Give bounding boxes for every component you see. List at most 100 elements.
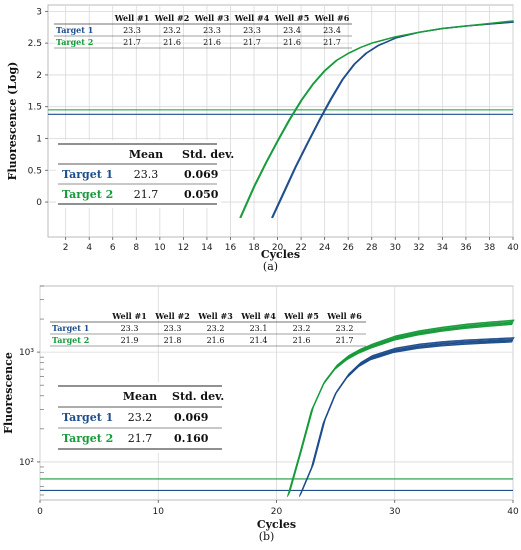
series-line-target-2 [289,319,515,493]
x-tick-label: 30 [389,507,401,517]
wells-cell: 21.8 [164,336,182,345]
wells-cell: 21.7 [123,38,141,47]
wells-cell: 23.4 [283,26,301,35]
x-tick-label: 32 [413,243,424,253]
stats-row-label: Target 1 [62,411,113,424]
x-tick-label: 18 [248,243,260,253]
y-tick-label: 2 [36,71,42,81]
stats-col-header: Std. dev. [182,148,234,161]
wells-cell: 23.3 [203,26,221,35]
wells-row-label: Target 1 [56,25,93,35]
wells-cell: 21.9 [121,336,139,345]
wells-row-label: Target 1 [52,323,89,333]
stats-std-value: 0.069 [174,411,208,424]
wells-col-header: Well #6 [314,13,350,23]
stats-col-header: Std. dev. [172,390,224,403]
y-tick-label: 1 [36,134,42,144]
x-axis-label: Cycles [261,248,300,261]
wells-col-header: Well #2 [154,311,190,321]
y-tick-label: 10² [19,458,34,468]
y-tick-label: 0.5 [28,166,42,176]
x-tick-label: 28 [366,243,378,253]
stats-table-bg [56,382,226,453]
x-tick-label: 14 [201,243,213,253]
wells-col-header: Well #3 [197,311,233,321]
panel-label: (a) [263,260,278,273]
x-tick-label: 34 [437,243,449,253]
wells-cell: 21.6 [283,38,301,47]
x-tick-label: 30 [390,243,402,253]
x-axis-label: Cycles [257,518,296,531]
wells-row-label: Target 2 [52,335,89,345]
x-tick-label: 40 [507,243,519,253]
wells-cell: 23.3 [121,324,139,333]
x-tick-label: 20 [271,507,283,517]
wells-cell: 23.3 [123,26,141,35]
wells-col-header: Well #5 [274,13,310,23]
stats-mean-value: 23.2 [128,411,153,424]
stats-col-header: Mean [123,390,157,403]
stats-std-value: 0.050 [184,188,219,201]
wells-col-header: Well #4 [240,311,276,321]
stats-col-header: Mean [129,148,163,161]
x-tick-label: 0 [37,507,43,517]
wells-col-header: Well #4 [234,13,270,23]
series-line-target-1 [298,341,513,497]
wells-col-header: Well #1 [114,13,150,23]
stats-row-label: Target 1 [62,168,113,181]
stats-mean-value: 21.7 [134,188,159,201]
wells-cell: 21.6 [293,336,311,345]
x-tick-label: 38 [484,243,496,253]
stats-mean-value: 23.3 [134,168,159,181]
x-tick-label: 12 [178,243,189,253]
wells-row-label: Target 2 [56,37,93,47]
x-tick-label: 36 [460,243,472,253]
stats-mean-value: 21.7 [128,432,153,445]
chart-panel-b: 0 10 20 30 40 10² 10³ Cycles Fluorescence (b) Well… [2,285,519,543]
wells-col-header: Well #5 [283,311,319,321]
y-tick-label: 10³ [19,348,34,358]
stats-table-bg [56,140,221,208]
wells-cell: 21.6 [203,38,221,47]
wells-cell: 21.6 [163,38,181,47]
x-tick-label: 22 [295,243,306,253]
x-tick-label: 20 [272,243,284,253]
wells-table: Well #1 Well #2 Well #3 Well #4 Well #5 Well … [50,311,366,347]
wells-cell: 21.7 [323,38,341,47]
stats-std-value: 0.069 [184,168,218,181]
stats-row-label: Target 2 [62,432,113,445]
x-tick-label: 40 [507,507,519,517]
wells-cell: 23.1 [250,324,268,333]
x-tick-label: 6 [110,243,116,253]
wells-cell: 23.2 [207,324,225,333]
wells-col-header: Well #3 [194,13,230,23]
wells-cell: 23.3 [243,26,261,35]
wells-col-header: Well #2 [154,13,190,23]
wells-cell: 21.6 [207,336,225,345]
x-tick-label: 4 [86,243,92,253]
x-tick-label: 2 [63,243,69,253]
stats-table: Mean Std. dev. Target 1 23.3 0.069 Target 2 21… [56,140,234,208]
wells-col-header: Well #1 [111,311,147,321]
x-tick-label: 10 [153,507,165,517]
wells-cell: 21.7 [243,38,261,47]
stats-std-value: 0.160 [174,432,209,445]
series-line-target-2 [240,20,515,219]
x-tick-label: 24 [319,243,331,253]
stats-table: Mean Std. dev. Target 1 23.2 0.069 Target 2 21… [56,382,226,453]
wells-col-header: Well #6 [326,311,362,321]
stats-row-label: Target 2 [62,188,113,201]
x-tick-label: 10 [154,243,166,253]
wells-cell: 21.7 [336,336,354,345]
chart-panel-a: 2 4 6 8 10 12 14 16 18 20 22 24 26 28 30 32 34 36 38 4000.5… [6,4,519,273]
series-line-target-1 [301,337,515,493]
x-tick-label: 26 [342,243,354,253]
wells-cell: 23.2 [293,324,311,333]
y-tick-label: 2.5 [28,39,42,49]
y-tick-label: 3 [36,7,42,17]
wells-cell: 21.4 [250,336,268,345]
wells-cell: 23.2 [163,26,181,35]
wells-cell: 23.2 [336,324,354,333]
x-tick-label: 8 [133,243,139,253]
x-tick-label: 16 [225,243,237,253]
